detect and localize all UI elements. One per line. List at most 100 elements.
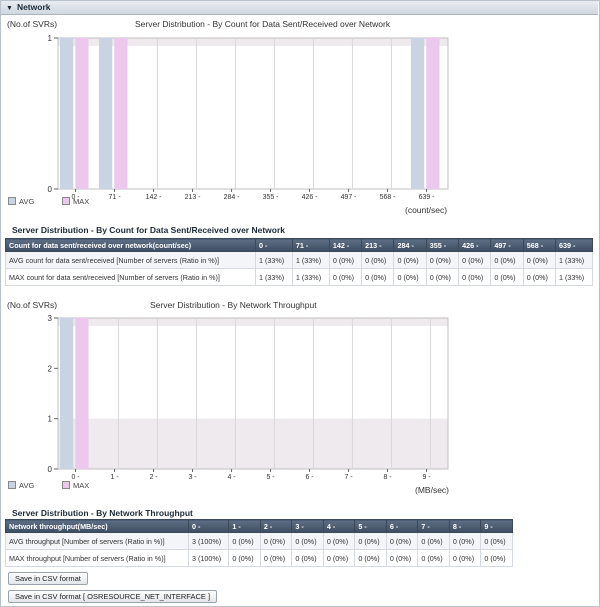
- y-tick-label: 1: [48, 415, 53, 424]
- x-tick-label: 568 -: [380, 194, 397, 201]
- avg-swatch-icon: [8, 197, 16, 205]
- table1-header-bin: 639 -: [555, 238, 593, 252]
- table-cell: 0 (0%): [322, 549, 356, 567]
- plot-band: [58, 418, 448, 469]
- table-cell: 3 (100%): [187, 532, 230, 550]
- table-cell: 0 (0%): [458, 251, 492, 269]
- table-cell: 0 (0%): [291, 549, 324, 567]
- plot-frame: [57, 317, 449, 470]
- table2-header-bin: 9 -: [480, 519, 513, 533]
- plot-band: [58, 38, 448, 46]
- table2-title: Server Distribution - By Network Through…: [12, 508, 193, 518]
- row-label: AVG throughput [Number of servers (Ratio…: [5, 532, 189, 550]
- bar-avg: [60, 38, 74, 189]
- table-cell: 0 (0%): [354, 532, 387, 550]
- x-tick-label: 426 -: [302, 194, 319, 201]
- y-tick-label: 2: [48, 364, 53, 373]
- table-cell: 0 (0%): [480, 549, 513, 567]
- table1-header-bin: 426 -: [458, 238, 492, 252]
- x-tick-label: 0 -: [71, 194, 80, 201]
- table-cell: 0 (0%): [417, 549, 450, 567]
- section-header[interactable]: ▼ Network: [1, 1, 598, 15]
- table-cell: 0 (0%): [328, 268, 363, 286]
- bar-avg: [60, 318, 74, 469]
- section-title: Network: [16, 2, 51, 12]
- table1-header-bin: 497 -: [490, 238, 524, 252]
- y-tick-label: 3: [48, 314, 53, 323]
- table2-header-bin: 2 -: [259, 519, 293, 533]
- x-tick-label: 71 -: [109, 194, 122, 201]
- chart2-legend-avg: AVG: [8, 481, 34, 490]
- table2-header-label: Network throughput(MB/sec): [5, 519, 189, 533]
- y-tick-label: 1: [48, 34, 53, 43]
- chart1-title: Server Distribution - By Count for Data …: [135, 19, 391, 29]
- x-tick-label: 4 -: [227, 474, 236, 480]
- x-tick-label: 639 -: [419, 194, 436, 201]
- chart1-ylabel: (No.of SVRs): [7, 19, 58, 29]
- table-row: AVG throughput [Number of servers (Ratio…: [5, 532, 513, 550]
- table2-header-bin: 4 -: [322, 519, 356, 533]
- table-cell: 1 (33%): [555, 251, 593, 269]
- table1-header-bin: 213 -: [361, 238, 395, 252]
- x-tick-label: 2 -: [149, 474, 158, 480]
- x-tick-label: 5 -: [266, 474, 275, 480]
- table-cell: 0 (0%): [458, 268, 492, 286]
- chart1-xunit: (count/sec): [405, 205, 448, 215]
- table-cell: 0 (0%): [522, 251, 557, 269]
- table1-header-bin: 0 -: [255, 238, 293, 252]
- row-label: MAX count for data sent/received [Number…: [4, 268, 257, 286]
- chart1-legend-max: MAX: [62, 197, 89, 206]
- x-tick-label: 284 -: [224, 194, 241, 201]
- y-tick-label: 0: [48, 185, 53, 194]
- table-cell: 0 (0%): [385, 549, 419, 567]
- triangle-down-icon[interactable]: ▼: [6, 5, 13, 12]
- table-row: MAX throughput [Number of servers (Ratio…: [5, 549, 513, 567]
- table-cell: 0 (0%): [490, 268, 524, 286]
- table2-header-bin: 3 -: [291, 519, 324, 533]
- x-tick-label: 7 -: [344, 474, 353, 480]
- table1: Count for data sent/received over networ…: [4, 238, 593, 286]
- table-cell: 0 (0%): [259, 532, 293, 550]
- chart1-plot: 0 1 0 - 71 - 142 - 213 - 284 - 355 - 426 - 497 - 5…: [48, 34, 449, 201]
- table2-header-bin: 6 -: [385, 519, 419, 533]
- table-cell: 1 (33%): [291, 268, 330, 286]
- table-cell: 0 (0%): [425, 251, 460, 269]
- table2-header-bin: 0 -: [187, 519, 230, 533]
- table1-header-bin: 284 -: [393, 238, 427, 252]
- bar-max: [75, 38, 89, 189]
- table1-header-bin: 355 -: [425, 238, 460, 252]
- table-cell: 0 (0%): [448, 549, 482, 567]
- x-tick-label: 213 -: [185, 194, 202, 201]
- table-cell: 0 (0%): [480, 532, 513, 550]
- table-cell: 0 (0%): [291, 532, 324, 550]
- y-tick-label: 0: [48, 465, 53, 474]
- table-cell: 0 (0%): [354, 549, 387, 567]
- max-swatch-icon: [62, 197, 70, 205]
- bar-avg: [99, 38, 113, 189]
- table-row: AVG count for data sent/received [Number…: [4, 251, 593, 269]
- table1-title: Server Distribution - By Count for Data …: [12, 225, 286, 235]
- table-cell: 0 (0%): [228, 549, 261, 567]
- table1-header-bin: 568 -: [522, 238, 557, 252]
- table-cell: 0 (0%): [322, 532, 356, 550]
- save-csv-button[interactable]: Save in CSV format: [8, 572, 88, 585]
- table-cell: 1 (33%): [555, 268, 593, 286]
- x-tick-label: 355 -: [263, 194, 280, 201]
- table-cell: 1 (33%): [291, 251, 330, 269]
- chart2-xunit: (MB/sec): [415, 485, 449, 495]
- table2-header-bin: 7 -: [417, 519, 450, 533]
- table2-header-bin: 1 -: [228, 519, 261, 533]
- save-csv-interface-button[interactable]: Save in CSV format [ OSRESOURCE_NET_INTE…: [8, 590, 218, 603]
- table-cell: 0 (0%): [361, 251, 395, 269]
- table-cell: 0 (0%): [490, 251, 524, 269]
- table2: Network throughput(MB/sec) 0 -1 -2 -3 -4 …: [5, 519, 513, 567]
- table-cell: 0 (0%): [393, 251, 427, 269]
- plot-band: [58, 318, 448, 326]
- table-cell: 0 (0%): [522, 268, 557, 286]
- table-cell: 0 (0%): [328, 251, 363, 269]
- table1-header-bin: 142 -: [328, 238, 363, 252]
- table-cell: 0 (0%): [448, 532, 482, 550]
- table-cell: 0 (0%): [361, 268, 395, 286]
- table2-header-bin: 5 -: [354, 519, 387, 533]
- x-tick-label: 3 -: [188, 474, 197, 480]
